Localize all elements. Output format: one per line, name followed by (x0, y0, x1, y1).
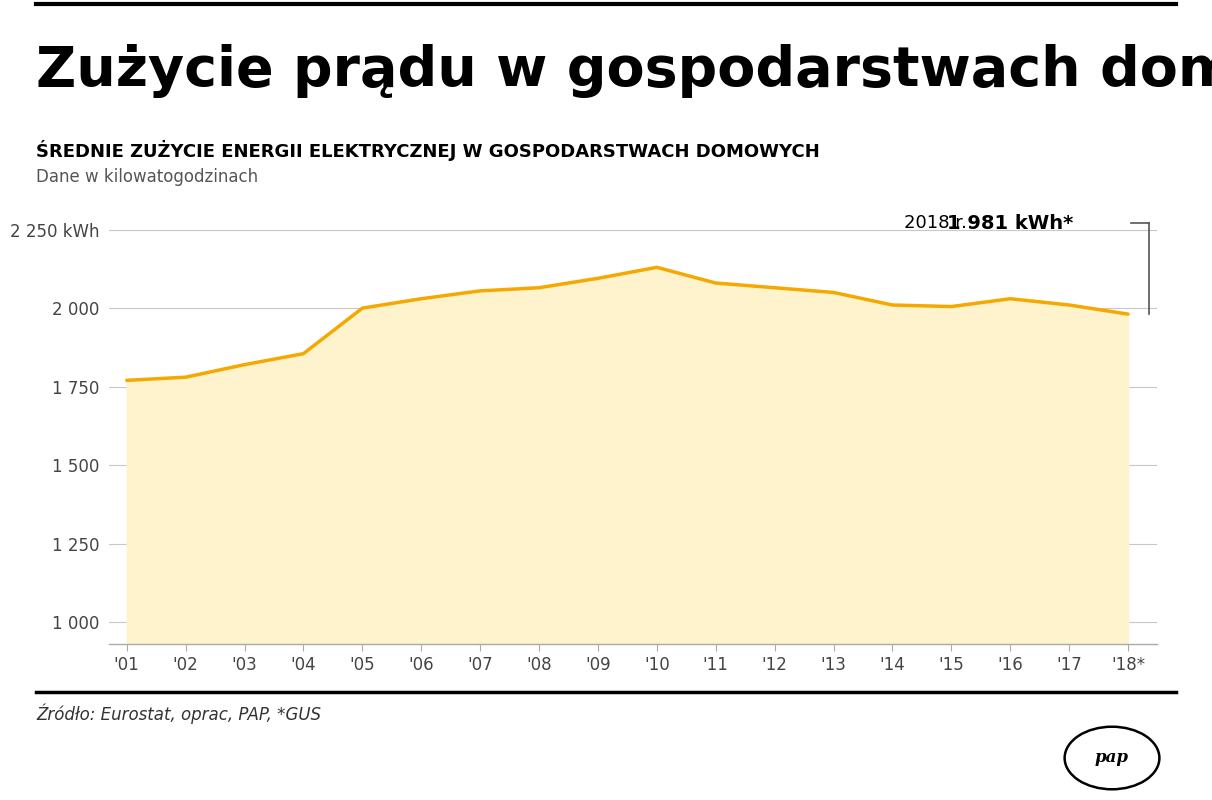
Text: 2018 r.:: 2018 r.: (904, 214, 979, 232)
Text: Zużycie prądu w gospodarstwach domowych: Zużycie prądu w gospodarstwach domowych (36, 44, 1212, 98)
Text: ŚREDNIE ZUŻYCIE ENERGII ELEKTRYCZNEJ W GOSPODARSTWACH DOMOWYCH: ŚREDNIE ZUŻYCIE ENERGII ELEKTRYCZNEJ W G… (36, 140, 821, 161)
Text: Dane w kilowatogodzinach: Dane w kilowatogodzinach (36, 168, 258, 186)
Text: 1 981 kWh*: 1 981 kWh* (947, 214, 1073, 233)
Text: Źródło: Eurostat, oprac, PAP, *GUS: Źródło: Eurostat, oprac, PAP, *GUS (36, 704, 321, 725)
Text: pap: pap (1094, 750, 1130, 766)
